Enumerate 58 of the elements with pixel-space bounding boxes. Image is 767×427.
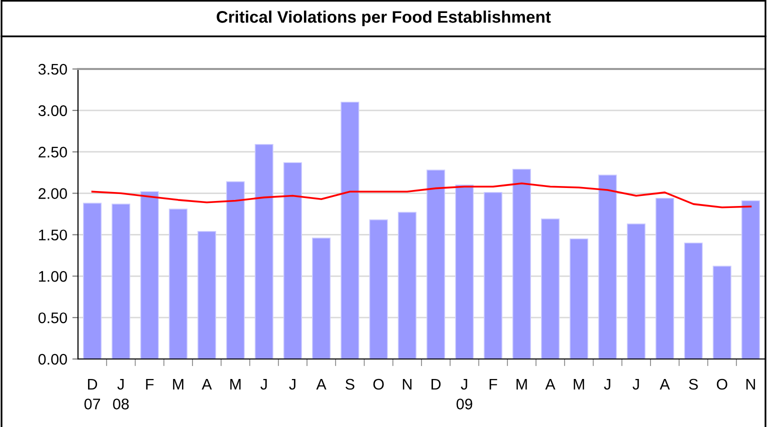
x-tick-label: J xyxy=(289,379,296,390)
bar xyxy=(484,192,502,359)
x-tick-label: D xyxy=(432,379,441,390)
bar xyxy=(226,181,245,359)
bar xyxy=(83,202,102,359)
bar xyxy=(369,219,388,359)
x-tick-label: M xyxy=(230,379,241,390)
x-tick-label: S xyxy=(689,378,698,390)
bar xyxy=(455,184,474,359)
y-tick-label: 0.50 xyxy=(38,312,67,324)
bar xyxy=(512,168,531,359)
x-tick-label: F xyxy=(146,379,154,390)
y-tick-label: 2.50 xyxy=(38,146,67,158)
x-tick-label: S xyxy=(346,378,354,390)
bar xyxy=(684,242,703,359)
bar xyxy=(426,170,446,359)
bar xyxy=(712,266,732,359)
x-tick-label: J xyxy=(632,379,639,390)
x-tick-label: A xyxy=(202,379,212,390)
x-tick-label: J 08 xyxy=(113,379,129,410)
bar xyxy=(283,162,302,359)
x-tick-label: M xyxy=(574,379,584,390)
y-tick-label: 3.50 xyxy=(38,64,67,75)
line-series xyxy=(91,182,752,208)
x-tick-label: J xyxy=(604,379,610,390)
x-tick-label: M xyxy=(173,379,184,390)
x-tick-label: M xyxy=(516,379,527,390)
bar xyxy=(741,200,760,359)
bar xyxy=(312,238,331,359)
bar xyxy=(140,191,159,359)
chart-title: Critical Violations per Food Establishment xyxy=(216,10,551,26)
bar xyxy=(340,102,360,359)
x-tick-label: J 09 xyxy=(456,379,472,410)
bar xyxy=(598,174,617,359)
bar xyxy=(570,238,588,359)
y-tick-label: 1.50 xyxy=(39,230,67,240)
x-tick-label: N xyxy=(746,379,755,390)
x-tick-label: A xyxy=(660,379,670,390)
y-tick-label: 0.00 xyxy=(38,354,67,365)
x-tick-label: F xyxy=(490,379,498,390)
x-tick-label: A xyxy=(545,379,556,390)
y-tick-label: 2.00 xyxy=(38,188,67,199)
x-tick-label: J xyxy=(260,379,267,390)
bar xyxy=(656,198,674,359)
bar xyxy=(254,144,274,359)
y-tick-label: 3.00 xyxy=(38,105,67,116)
y-tick-label: 1.00 xyxy=(39,271,67,282)
x-tick-label: D 07 xyxy=(84,379,100,410)
bar xyxy=(626,224,646,359)
bar xyxy=(168,208,188,359)
x-tick-label: N xyxy=(402,379,412,390)
x-tick-label: O xyxy=(716,378,728,390)
bar xyxy=(541,218,560,359)
bar xyxy=(398,212,416,359)
bar xyxy=(112,204,130,359)
bar xyxy=(198,230,216,359)
x-tick-label: A xyxy=(316,379,326,390)
x-tick-label: O xyxy=(373,378,384,390)
